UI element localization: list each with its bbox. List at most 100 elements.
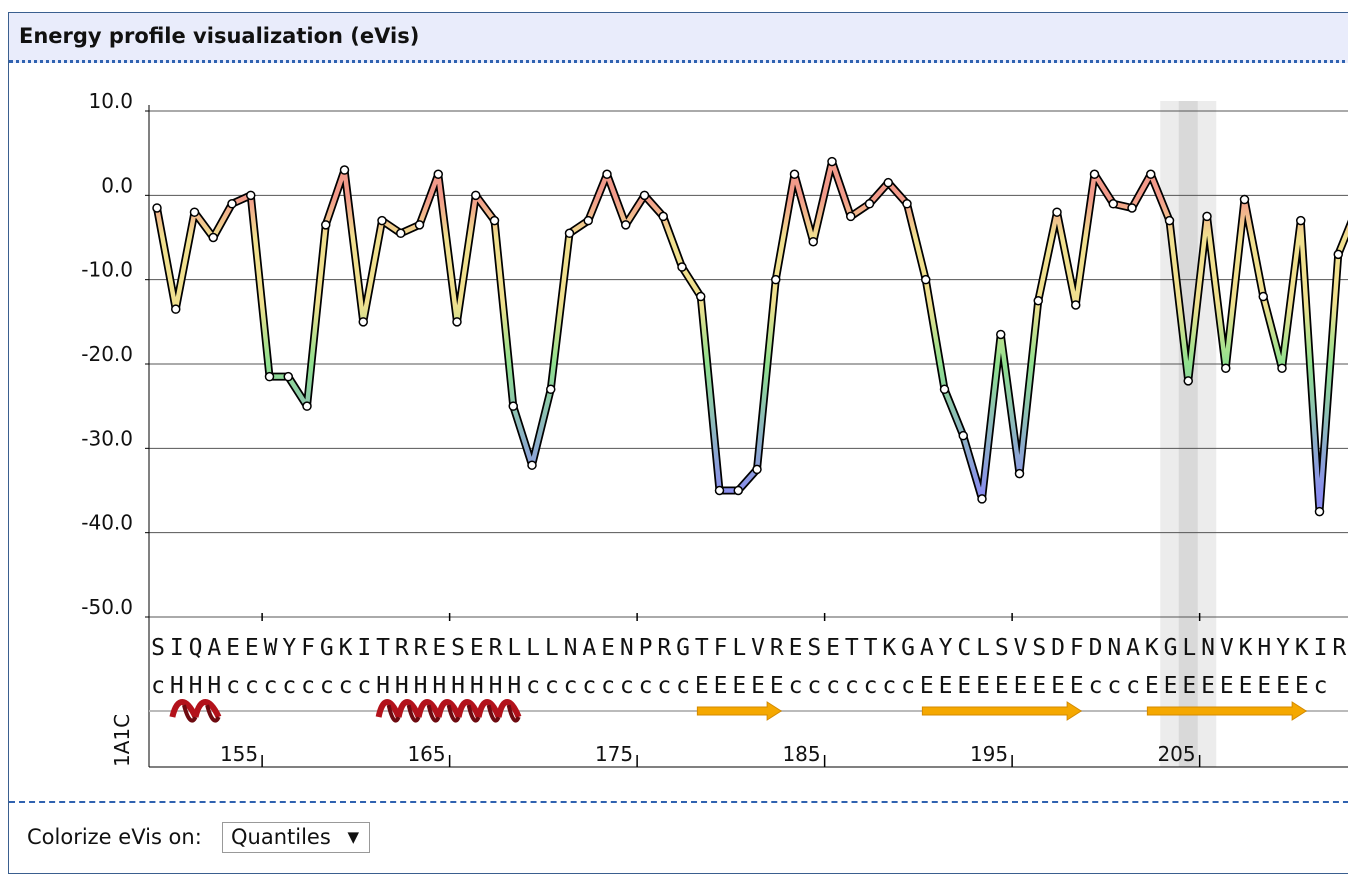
- data-point: [189, 207, 200, 217]
- data-point: [321, 220, 331, 230]
- data-point: [1033, 296, 1043, 306]
- x-tick-label: 155: [220, 742, 258, 766]
- y-tick-label: -30.0: [81, 426, 133, 450]
- structure-id-label: 1A1C: [110, 714, 134, 767]
- data-point: [1296, 215, 1306, 226]
- residue-letter: P: [639, 635, 653, 661]
- data-point: [1127, 203, 1137, 213]
- data-point: [1277, 363, 1287, 373]
- ss-letter: c: [601, 673, 615, 699]
- residue-letter: S: [1032, 635, 1046, 661]
- ss-letter: c: [1089, 673, 1103, 699]
- helix-back: [406, 704, 421, 723]
- data-point: [921, 274, 931, 285]
- ss-letter: H: [451, 673, 465, 699]
- ss-letter: c: [545, 673, 559, 699]
- residue-letter: I: [170, 635, 184, 661]
- residue-letter: C: [957, 635, 971, 661]
- data-point: [677, 262, 687, 272]
- data-point: [621, 220, 631, 230]
- residue-letter: L: [545, 635, 559, 661]
- residue-letter: G: [320, 635, 334, 661]
- data-point: [489, 215, 500, 226]
- residue-letter: E: [432, 635, 446, 661]
- residue-letter: S: [995, 635, 1009, 661]
- ss-letter: E: [770, 673, 784, 699]
- colorize-select[interactable]: Quantiles ▼: [222, 822, 370, 853]
- ss-letter: H: [207, 673, 221, 699]
- data-point: [639, 190, 650, 201]
- ss-letter: E: [1276, 673, 1290, 699]
- residue-text-group: ScIHQHAHEcEcWcYcFcGcKcIcTHRHRHEHSHEHRHLH…: [151, 635, 1346, 699]
- residue-letter: T: [845, 635, 859, 661]
- helix-back: [182, 704, 198, 723]
- ss-letter: H: [432, 673, 446, 699]
- residue-letter: A: [582, 635, 596, 661]
- ss-letter: c: [657, 673, 671, 699]
- helix-turn: [169, 699, 199, 719]
- ss-letter: c: [882, 673, 896, 699]
- data-point: [264, 371, 275, 382]
- ss-letter: c: [1314, 673, 1328, 699]
- residue-letter: K: [1239, 635, 1253, 661]
- ss-letter: E: [1201, 673, 1215, 699]
- ss-letter: c: [639, 673, 653, 699]
- residue-letter: W: [264, 635, 278, 661]
- highlight-band-core: [1178, 101, 1198, 767]
- residue-letter: T: [864, 635, 878, 661]
- residue-letter: E: [226, 635, 240, 661]
- strand-arrow: [696, 701, 783, 721]
- helix-turn: [495, 699, 522, 719]
- residue-letter: Q: [189, 635, 203, 661]
- data-point: [377, 215, 387, 226]
- helix-turn: [192, 699, 222, 719]
- ss-letter: E: [1164, 673, 1178, 699]
- ss-letter: E: [1182, 673, 1196, 699]
- x-tick-label: 165: [407, 742, 445, 766]
- strand-arrow: [1146, 701, 1308, 721]
- data-point: [846, 211, 856, 222]
- y-tick-label: -10.0: [81, 258, 133, 282]
- helix-back: [486, 704, 501, 723]
- residue-letter: T: [695, 635, 709, 661]
- ss-letter: c: [301, 673, 315, 699]
- strand-arrow: [921, 701, 1083, 721]
- data-point: [1202, 211, 1212, 222]
- data-point: [452, 317, 462, 327]
- colorize-select-value: Quantiles: [231, 825, 331, 849]
- x-tick-label: 185: [782, 742, 820, 766]
- residue-letter: H: [1257, 635, 1271, 661]
- ss-letter: E: [1239, 673, 1253, 699]
- helix-back: [446, 704, 461, 723]
- ss-letter: E: [995, 673, 1009, 699]
- ss-letter: c: [320, 673, 334, 699]
- footer-divider: [9, 801, 1348, 803]
- residue-letter: R: [489, 635, 503, 661]
- ss-letter: c: [357, 673, 371, 699]
- data-point: [1183, 376, 1193, 386]
- residue-letter: K: [339, 635, 353, 661]
- ss-letter: c: [1126, 673, 1140, 699]
- data-point: [996, 329, 1006, 340]
- ss-letter: E: [1220, 673, 1234, 699]
- points-group: [152, 156, 1343, 517]
- residue-letter: Y: [282, 635, 296, 661]
- ss-letter: c: [676, 673, 690, 699]
- ss-letter: E: [1070, 673, 1084, 699]
- ss-letter: c: [864, 673, 878, 699]
- data-point: [771, 274, 781, 285]
- data-point: [789, 169, 800, 179]
- secondary-structure-group: 1A1C: [110, 699, 1348, 767]
- energy-profile-chart: 10.00.0-10.0-20.0-30.0-40.0-50.0 ScIHQHA…: [81, 89, 1348, 768]
- grid-group: 10.0 0.0 -10.0 -20.0 -30.0 -40.0 -50.0: [81, 89, 1348, 619]
- data-point: [1333, 249, 1343, 260]
- ss-letter: c: [564, 673, 578, 699]
- residue-letter: L: [732, 635, 746, 661]
- x-tick-label: 205: [1157, 742, 1195, 766]
- ss-letter: c: [526, 673, 540, 699]
- ss-letter: c: [282, 673, 296, 699]
- data-point: [827, 156, 837, 167]
- energy-profile-panel: Energy profile visualization (eVis) 10.0…: [8, 12, 1348, 874]
- ss-letter: H: [507, 673, 521, 699]
- y-tick-label: -40.0: [81, 511, 133, 535]
